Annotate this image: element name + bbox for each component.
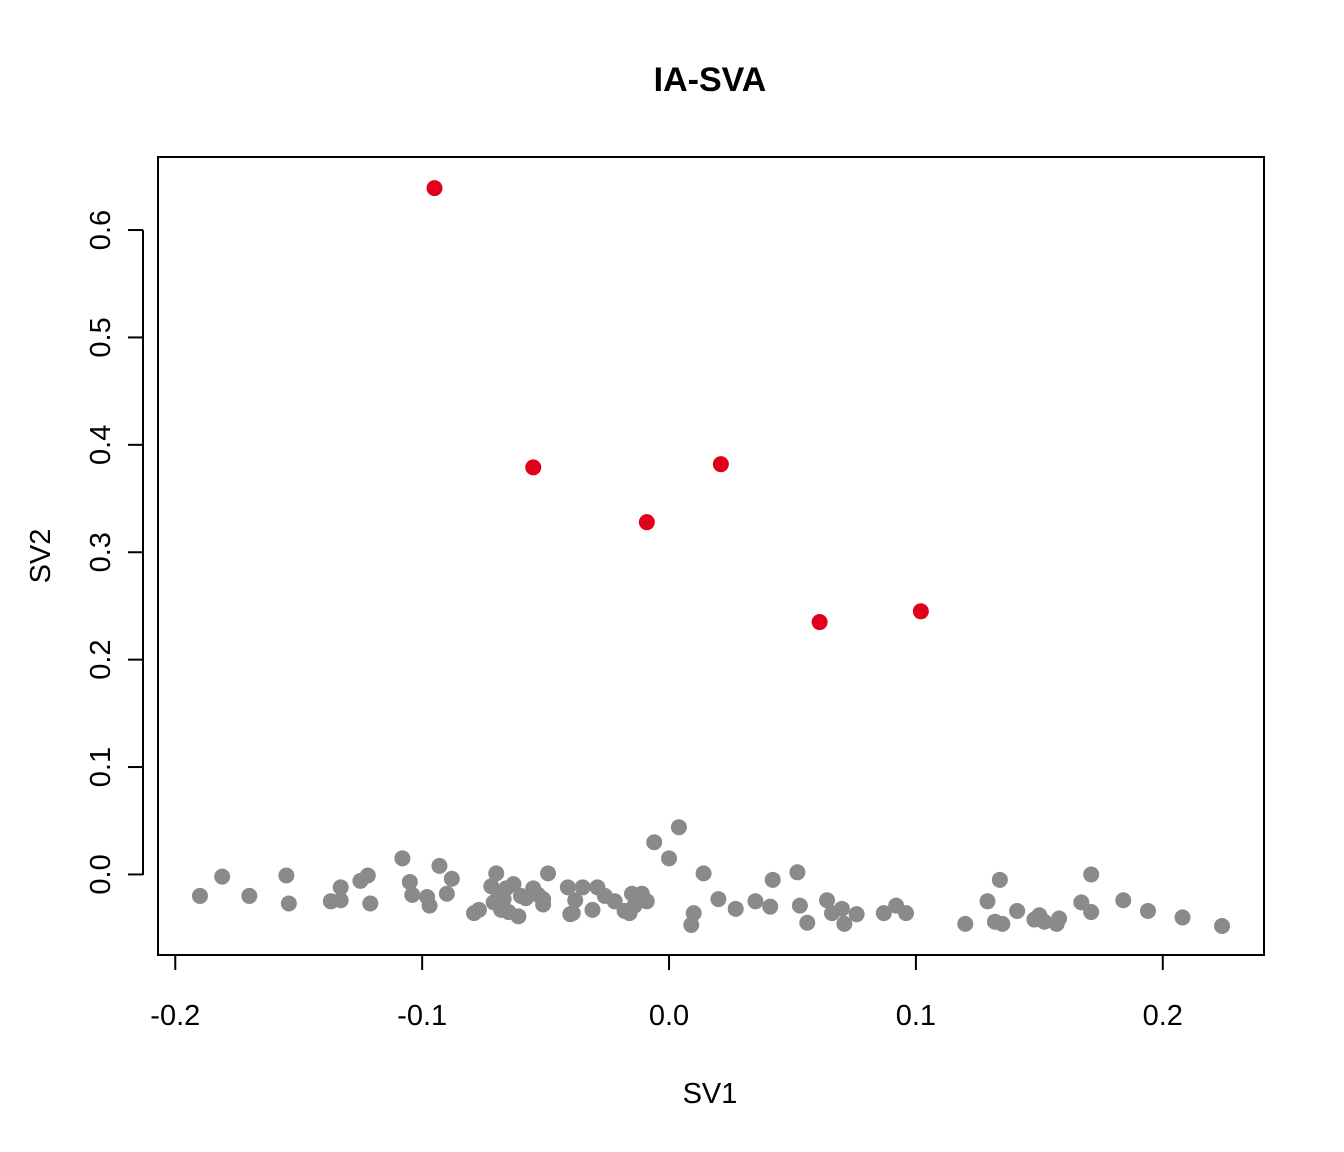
data-point bbox=[991, 871, 1008, 888]
y-tick-label: 0.6 bbox=[85, 210, 117, 250]
y-tick-label: 0.1 bbox=[85, 747, 117, 787]
data-point bbox=[836, 915, 853, 932]
data-point bbox=[431, 857, 448, 874]
data-point bbox=[510, 908, 527, 925]
data-point bbox=[1051, 910, 1068, 927]
data-point bbox=[875, 905, 892, 922]
data-point bbox=[401, 873, 418, 890]
data-point bbox=[789, 864, 806, 881]
data-point bbox=[394, 850, 411, 867]
data-point bbox=[505, 876, 522, 893]
data-point bbox=[791, 897, 808, 914]
data-point bbox=[811, 614, 828, 631]
data-point bbox=[646, 834, 663, 851]
plot-frame bbox=[157, 156, 1265, 956]
data-point bbox=[638, 514, 655, 531]
data-point bbox=[426, 180, 443, 197]
x-tick-label: 0.2 bbox=[1143, 1000, 1183, 1032]
data-point bbox=[626, 897, 643, 914]
data-point bbox=[525, 459, 542, 476]
data-point bbox=[1139, 902, 1156, 919]
x-tick-label: -0.1 bbox=[397, 1000, 447, 1032]
data-point bbox=[540, 865, 557, 882]
data-point bbox=[332, 879, 349, 896]
data-point bbox=[712, 456, 729, 473]
data-point bbox=[638, 893, 655, 910]
data-point bbox=[241, 887, 258, 904]
data-point bbox=[438, 885, 455, 902]
data-point bbox=[559, 879, 576, 896]
data-point bbox=[1214, 918, 1231, 935]
data-point bbox=[670, 819, 687, 836]
data-point bbox=[214, 868, 231, 885]
data-point bbox=[695, 865, 712, 882]
x-axis-label: SV1 bbox=[683, 1078, 738, 1110]
data-point bbox=[898, 905, 915, 922]
data-point bbox=[1083, 866, 1100, 883]
y-axis: 0.0 0.1 0.2 0.3 0.4 0.5 0.6 bbox=[85, 210, 144, 895]
y-axis-label: SV2 bbox=[25, 529, 57, 584]
data-point bbox=[359, 867, 376, 884]
data-point bbox=[443, 870, 460, 887]
y-tick-label: 0.4 bbox=[85, 425, 117, 465]
data-point bbox=[280, 895, 297, 912]
x-tick-label: 0.1 bbox=[896, 1000, 936, 1032]
data-point bbox=[912, 603, 929, 620]
y-tick-label: 0.5 bbox=[85, 317, 117, 357]
data-point bbox=[191, 887, 208, 904]
x-axis: -0.2 -0.1 0.0 0.1 0.2 bbox=[150, 954, 1183, 1032]
data-point bbox=[1083, 904, 1100, 921]
data-point bbox=[710, 891, 727, 908]
data-point bbox=[584, 901, 601, 918]
data-point bbox=[727, 900, 744, 917]
data-point bbox=[574, 879, 591, 896]
data-point bbox=[362, 895, 379, 912]
data-point bbox=[488, 865, 505, 882]
data-point bbox=[332, 892, 349, 909]
y-tick-label: 0.3 bbox=[85, 532, 117, 572]
data-point bbox=[404, 886, 421, 903]
data-point bbox=[762, 898, 779, 915]
y-tick-label: 0.0 bbox=[85, 854, 117, 894]
data-point bbox=[799, 914, 816, 931]
data-point bbox=[685, 905, 702, 922]
data-point bbox=[1036, 913, 1053, 930]
data-point bbox=[747, 893, 764, 910]
data-point bbox=[994, 915, 1011, 932]
data-point bbox=[567, 892, 584, 909]
data-point bbox=[979, 893, 996, 910]
data-point bbox=[957, 915, 974, 932]
data-point bbox=[278, 867, 295, 884]
data-point bbox=[470, 901, 487, 918]
data-points bbox=[191, 180, 1231, 935]
x-tick-label: 0.0 bbox=[649, 1000, 689, 1032]
data-point bbox=[606, 893, 623, 910]
data-point bbox=[833, 900, 850, 917]
data-point bbox=[661, 850, 678, 867]
data-point bbox=[848, 906, 865, 923]
data-point bbox=[1073, 894, 1090, 911]
data-point bbox=[819, 892, 836, 909]
data-point bbox=[564, 905, 581, 922]
data-point bbox=[1174, 909, 1191, 926]
x-tick-label: -0.2 bbox=[150, 1000, 200, 1032]
data-point bbox=[1009, 902, 1026, 919]
data-point bbox=[1115, 892, 1132, 909]
y-tick-label: 0.2 bbox=[85, 639, 117, 679]
data-point bbox=[421, 897, 438, 914]
data-point bbox=[764, 871, 781, 888]
chart-title: IA-SVA bbox=[654, 61, 767, 99]
data-point bbox=[535, 896, 552, 913]
